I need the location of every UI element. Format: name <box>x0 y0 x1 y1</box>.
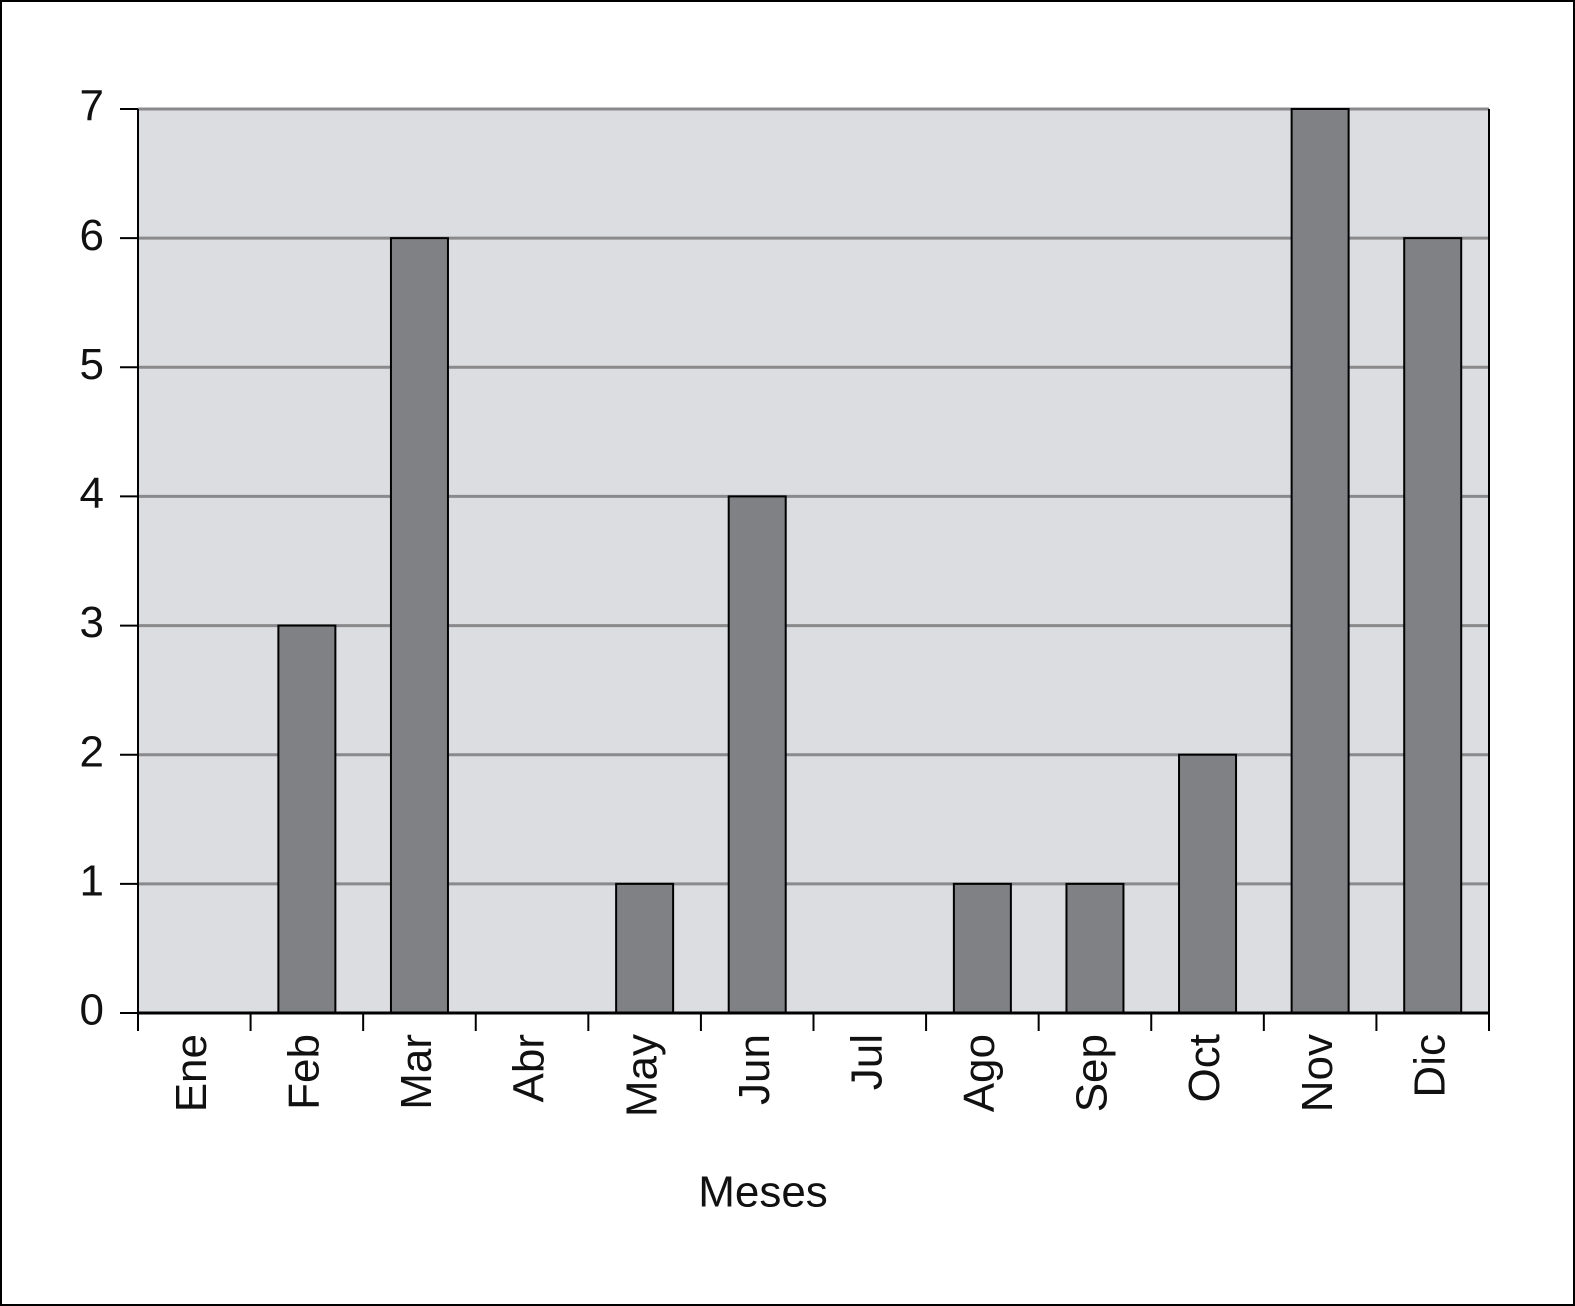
x-tick-label: Mar <box>392 1034 441 1110</box>
y-tick-label: 4 <box>80 469 104 518</box>
bar <box>1290 108 1350 1014</box>
y-tick-label: 0 <box>80 986 104 1035</box>
y-tick-label: 1 <box>80 856 104 905</box>
x-tick-label: Nov <box>1293 1034 1342 1112</box>
bar <box>1178 753 1238 1014</box>
bar <box>615 882 675 1014</box>
y-tick-label: 3 <box>80 598 104 647</box>
x-tick-label: Feb <box>280 1034 329 1110</box>
bar <box>277 624 337 1014</box>
x-tick-label: May <box>617 1034 666 1117</box>
y-tick-label: 7 <box>80 82 104 131</box>
x-tick-label: Jun <box>730 1034 779 1105</box>
x-axis-title: Meses <box>698 1168 828 1217</box>
x-tick-label: Jul <box>842 1034 891 1090</box>
x-tick-label: Sep <box>1068 1034 1117 1112</box>
bar <box>1403 237 1463 1014</box>
y-tick-label: 2 <box>80 727 104 776</box>
x-tick-label: Ago <box>955 1034 1004 1112</box>
x-tick-label: Abr <box>505 1034 554 1102</box>
bar <box>389 237 449 1014</box>
plot-area <box>138 109 1489 1013</box>
x-tick-label: Oct <box>1180 1034 1229 1102</box>
x-tick-label: Dic <box>1405 1034 1454 1098</box>
bar <box>727 495 787 1014</box>
bar <box>1065 882 1125 1014</box>
y-tick-label: 6 <box>80 211 104 260</box>
y-tick-label: 5 <box>80 340 104 389</box>
bar <box>952 882 1012 1014</box>
x-tick-label: Ene <box>167 1034 216 1112</box>
